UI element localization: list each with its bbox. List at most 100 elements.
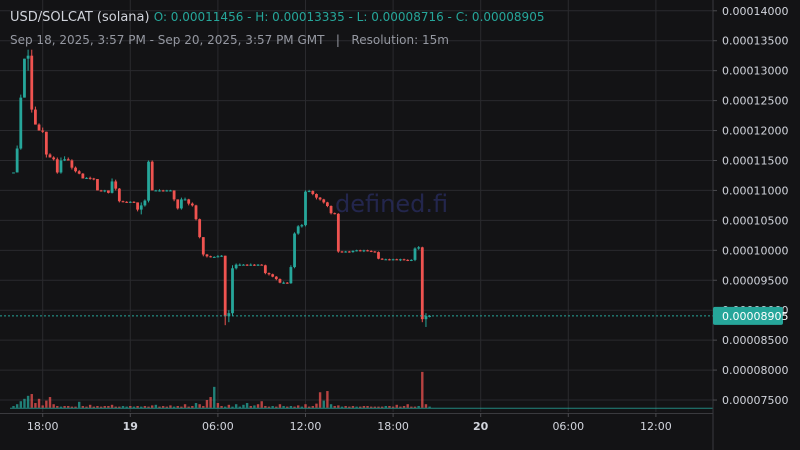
candle-body bbox=[194, 205, 198, 220]
candle-body bbox=[143, 200, 147, 206]
volume-bar bbox=[322, 400, 325, 408]
volume-bar bbox=[198, 404, 201, 408]
candle-body bbox=[154, 190, 158, 192]
volume-bar bbox=[275, 406, 278, 408]
volume-bar bbox=[118, 406, 121, 408]
candle-body bbox=[242, 264, 245, 266]
volume-bar bbox=[37, 398, 41, 408]
volume-bar bbox=[315, 403, 318, 408]
volume-bar bbox=[74, 406, 77, 408]
time-tick-label: 18:00 bbox=[377, 420, 409, 433]
candle-body bbox=[183, 199, 187, 201]
volume-bar bbox=[286, 406, 289, 408]
volume-bar bbox=[52, 404, 55, 408]
volume-bar bbox=[88, 404, 92, 408]
volume-bar bbox=[147, 406, 150, 408]
volume-bar bbox=[388, 406, 391, 408]
candle-body bbox=[231, 268, 234, 314]
price-axis[interactable]: 0.000075000.000080000.000085000.00009000… bbox=[712, 0, 788, 450]
volume-bar bbox=[333, 406, 336, 408]
candle-body bbox=[315, 194, 318, 198]
candle-body bbox=[249, 264, 253, 266]
time-tick-label: 06:00 bbox=[552, 420, 584, 433]
candle-body bbox=[12, 172, 15, 174]
candle-body bbox=[198, 219, 202, 238]
volume-bar bbox=[56, 406, 59, 408]
volume-bar bbox=[187, 406, 190, 408]
volume-bar bbox=[253, 405, 256, 408]
candle-body bbox=[285, 282, 289, 284]
candle-body bbox=[216, 256, 220, 258]
candle-body bbox=[326, 202, 329, 206]
candle-body bbox=[96, 179, 99, 191]
volume-bar bbox=[169, 405, 172, 408]
chart-legend: USD/SOLCAT (solana) O: 0.00011456 - H: 0… bbox=[10, 10, 544, 25]
price-tick-label: 0.00007500 bbox=[722, 394, 788, 407]
volume-bar bbox=[63, 406, 66, 408]
current-price-tag bbox=[713, 306, 783, 325]
volume-bar bbox=[30, 394, 33, 408]
candle-body bbox=[172, 190, 176, 200]
volume-bar bbox=[366, 406, 369, 408]
time-tick-label: 18:00 bbox=[27, 420, 59, 433]
volume-bar bbox=[67, 406, 70, 408]
candle-body bbox=[391, 259, 395, 261]
volume-bar bbox=[417, 406, 420, 408]
candle-body bbox=[413, 248, 417, 260]
volume-bar bbox=[406, 404, 409, 408]
volume-bar bbox=[158, 406, 161, 408]
candle-body bbox=[165, 190, 169, 192]
volume-bar bbox=[326, 391, 329, 408]
candle-body bbox=[26, 55, 30, 59]
candle-body bbox=[205, 254, 209, 257]
candle-body bbox=[92, 178, 96, 180]
current-price-label: 0.00008905 bbox=[722, 310, 788, 323]
candle-body bbox=[169, 190, 172, 192]
volume-bar bbox=[41, 405, 44, 408]
volume-bar bbox=[410, 406, 413, 408]
volume-bar bbox=[311, 406, 314, 408]
volume-bar bbox=[70, 406, 74, 408]
candle-body bbox=[267, 273, 271, 275]
candle-body bbox=[81, 173, 85, 179]
volume-bar bbox=[267, 406, 271, 408]
time-range: Sep 18, 2025, 3:57 PM - Sep 20, 2025, 3:… bbox=[10, 33, 325, 47]
candle-body bbox=[384, 259, 388, 261]
time-axis[interactable]: 18:00 19 06:00 12:00 18:00 20 06:00 12:00 bbox=[0, 413, 713, 433]
candle-body bbox=[128, 201, 132, 203]
candle-body bbox=[355, 250, 358, 252]
candle-body bbox=[117, 188, 121, 202]
price-tick-label: 0.00012000 bbox=[722, 125, 788, 138]
candle-body bbox=[187, 199, 191, 204]
volume-bar bbox=[271, 406, 274, 408]
candle-body bbox=[147, 161, 150, 201]
candle-body bbox=[253, 264, 256, 266]
time-tick-label: 20 bbox=[473, 420, 489, 433]
volume-bar bbox=[278, 404, 282, 408]
volume-bar bbox=[256, 404, 260, 408]
volume-bar bbox=[45, 400, 48, 408]
volume-bar bbox=[202, 406, 205, 408]
candle-body bbox=[125, 201, 129, 203]
candle-body bbox=[103, 190, 107, 192]
volume-bar bbox=[172, 406, 176, 408]
candle-body bbox=[420, 247, 424, 320]
candle-body bbox=[66, 159, 70, 161]
candle-body bbox=[223, 255, 227, 317]
candle-body bbox=[366, 250, 369, 252]
volume-bar bbox=[245, 403, 249, 408]
volume-bar bbox=[307, 406, 311, 408]
candle-body bbox=[388, 259, 391, 261]
volume-bar bbox=[224, 406, 227, 408]
price-tick-label: 0.00010000 bbox=[722, 244, 788, 257]
volume-bar bbox=[140, 406, 143, 408]
time-tick-label: 19 bbox=[123, 420, 138, 433]
volume-bar bbox=[355, 406, 358, 408]
volume-bar bbox=[110, 404, 114, 408]
resolution: Resolution: 15m bbox=[351, 33, 449, 47]
price-tick-label: 0.00010500 bbox=[722, 214, 788, 227]
volume-bar bbox=[78, 401, 81, 408]
candle-body bbox=[190, 203, 194, 206]
candlesticks bbox=[12, 49, 431, 327]
